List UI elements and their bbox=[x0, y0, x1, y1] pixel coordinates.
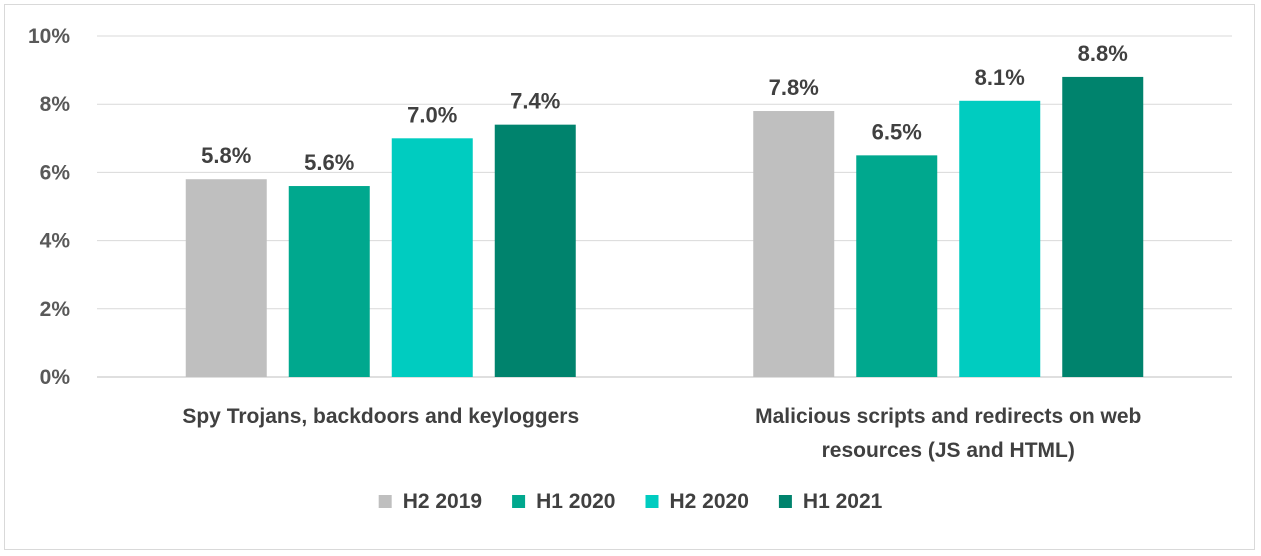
gridlines bbox=[97, 35, 1232, 378]
legend-swatch bbox=[378, 495, 392, 508]
data-label: 5.8% bbox=[201, 143, 251, 168]
y-tick-label: 10% bbox=[28, 25, 70, 48]
y-tick-label: 4% bbox=[40, 230, 71, 253]
x-category-label: Malicious scripts and redirects on web bbox=[755, 405, 1141, 428]
bar bbox=[959, 100, 1041, 377]
data-label: 8.8% bbox=[1078, 41, 1128, 66]
data-label: 6.5% bbox=[872, 119, 922, 144]
y-tick-label: 0% bbox=[40, 366, 71, 389]
bar bbox=[856, 155, 938, 377]
legend: H2 2019 H1 2020 H2 2020 H1 2021 bbox=[378, 490, 883, 513]
bars bbox=[185, 76, 1144, 378]
x-axis-category-labels: Spy Trojans, backdoors and keyloggers Mal… bbox=[182, 405, 1141, 462]
data-label: 5.6% bbox=[304, 150, 354, 175]
x-category-label: Spy Trojans, backdoors and keyloggers bbox=[182, 405, 579, 428]
data-label: 8.1% bbox=[975, 65, 1025, 90]
data-labels: 5.8% 7.8% 5.6% 6.5% 7.0% 8.1% 7.4% 8.8% bbox=[201, 41, 1128, 175]
data-label: 7.4% bbox=[510, 89, 560, 114]
bar bbox=[1062, 76, 1144, 378]
legend-swatch bbox=[645, 495, 659, 508]
y-tick-label: 8% bbox=[40, 93, 71, 116]
legend-swatch bbox=[512, 495, 526, 508]
bar bbox=[494, 124, 576, 377]
legend-label: H1 2020 bbox=[536, 490, 615, 513]
data-label: 7.8% bbox=[769, 75, 819, 100]
legend-label: H1 2021 bbox=[803, 490, 883, 513]
bar bbox=[185, 179, 267, 377]
legend-label: H2 2020 bbox=[670, 490, 749, 513]
y-tick-label: 2% bbox=[40, 298, 71, 321]
x-category-label: resources (JS and HTML) bbox=[822, 439, 1075, 462]
y-axis-tick-labels: 0% 2% 4% 6% 8% 10% bbox=[28, 25, 70, 389]
data-label: 7.0% bbox=[407, 102, 457, 127]
chart-frame bbox=[4, 4, 1255, 550]
bar bbox=[288, 186, 370, 377]
bar bbox=[391, 138, 473, 377]
y-tick-label: 6% bbox=[40, 161, 71, 184]
bar bbox=[753, 111, 835, 378]
legend-swatch bbox=[778, 495, 792, 508]
legend-label: H2 2019 bbox=[403, 490, 482, 513]
